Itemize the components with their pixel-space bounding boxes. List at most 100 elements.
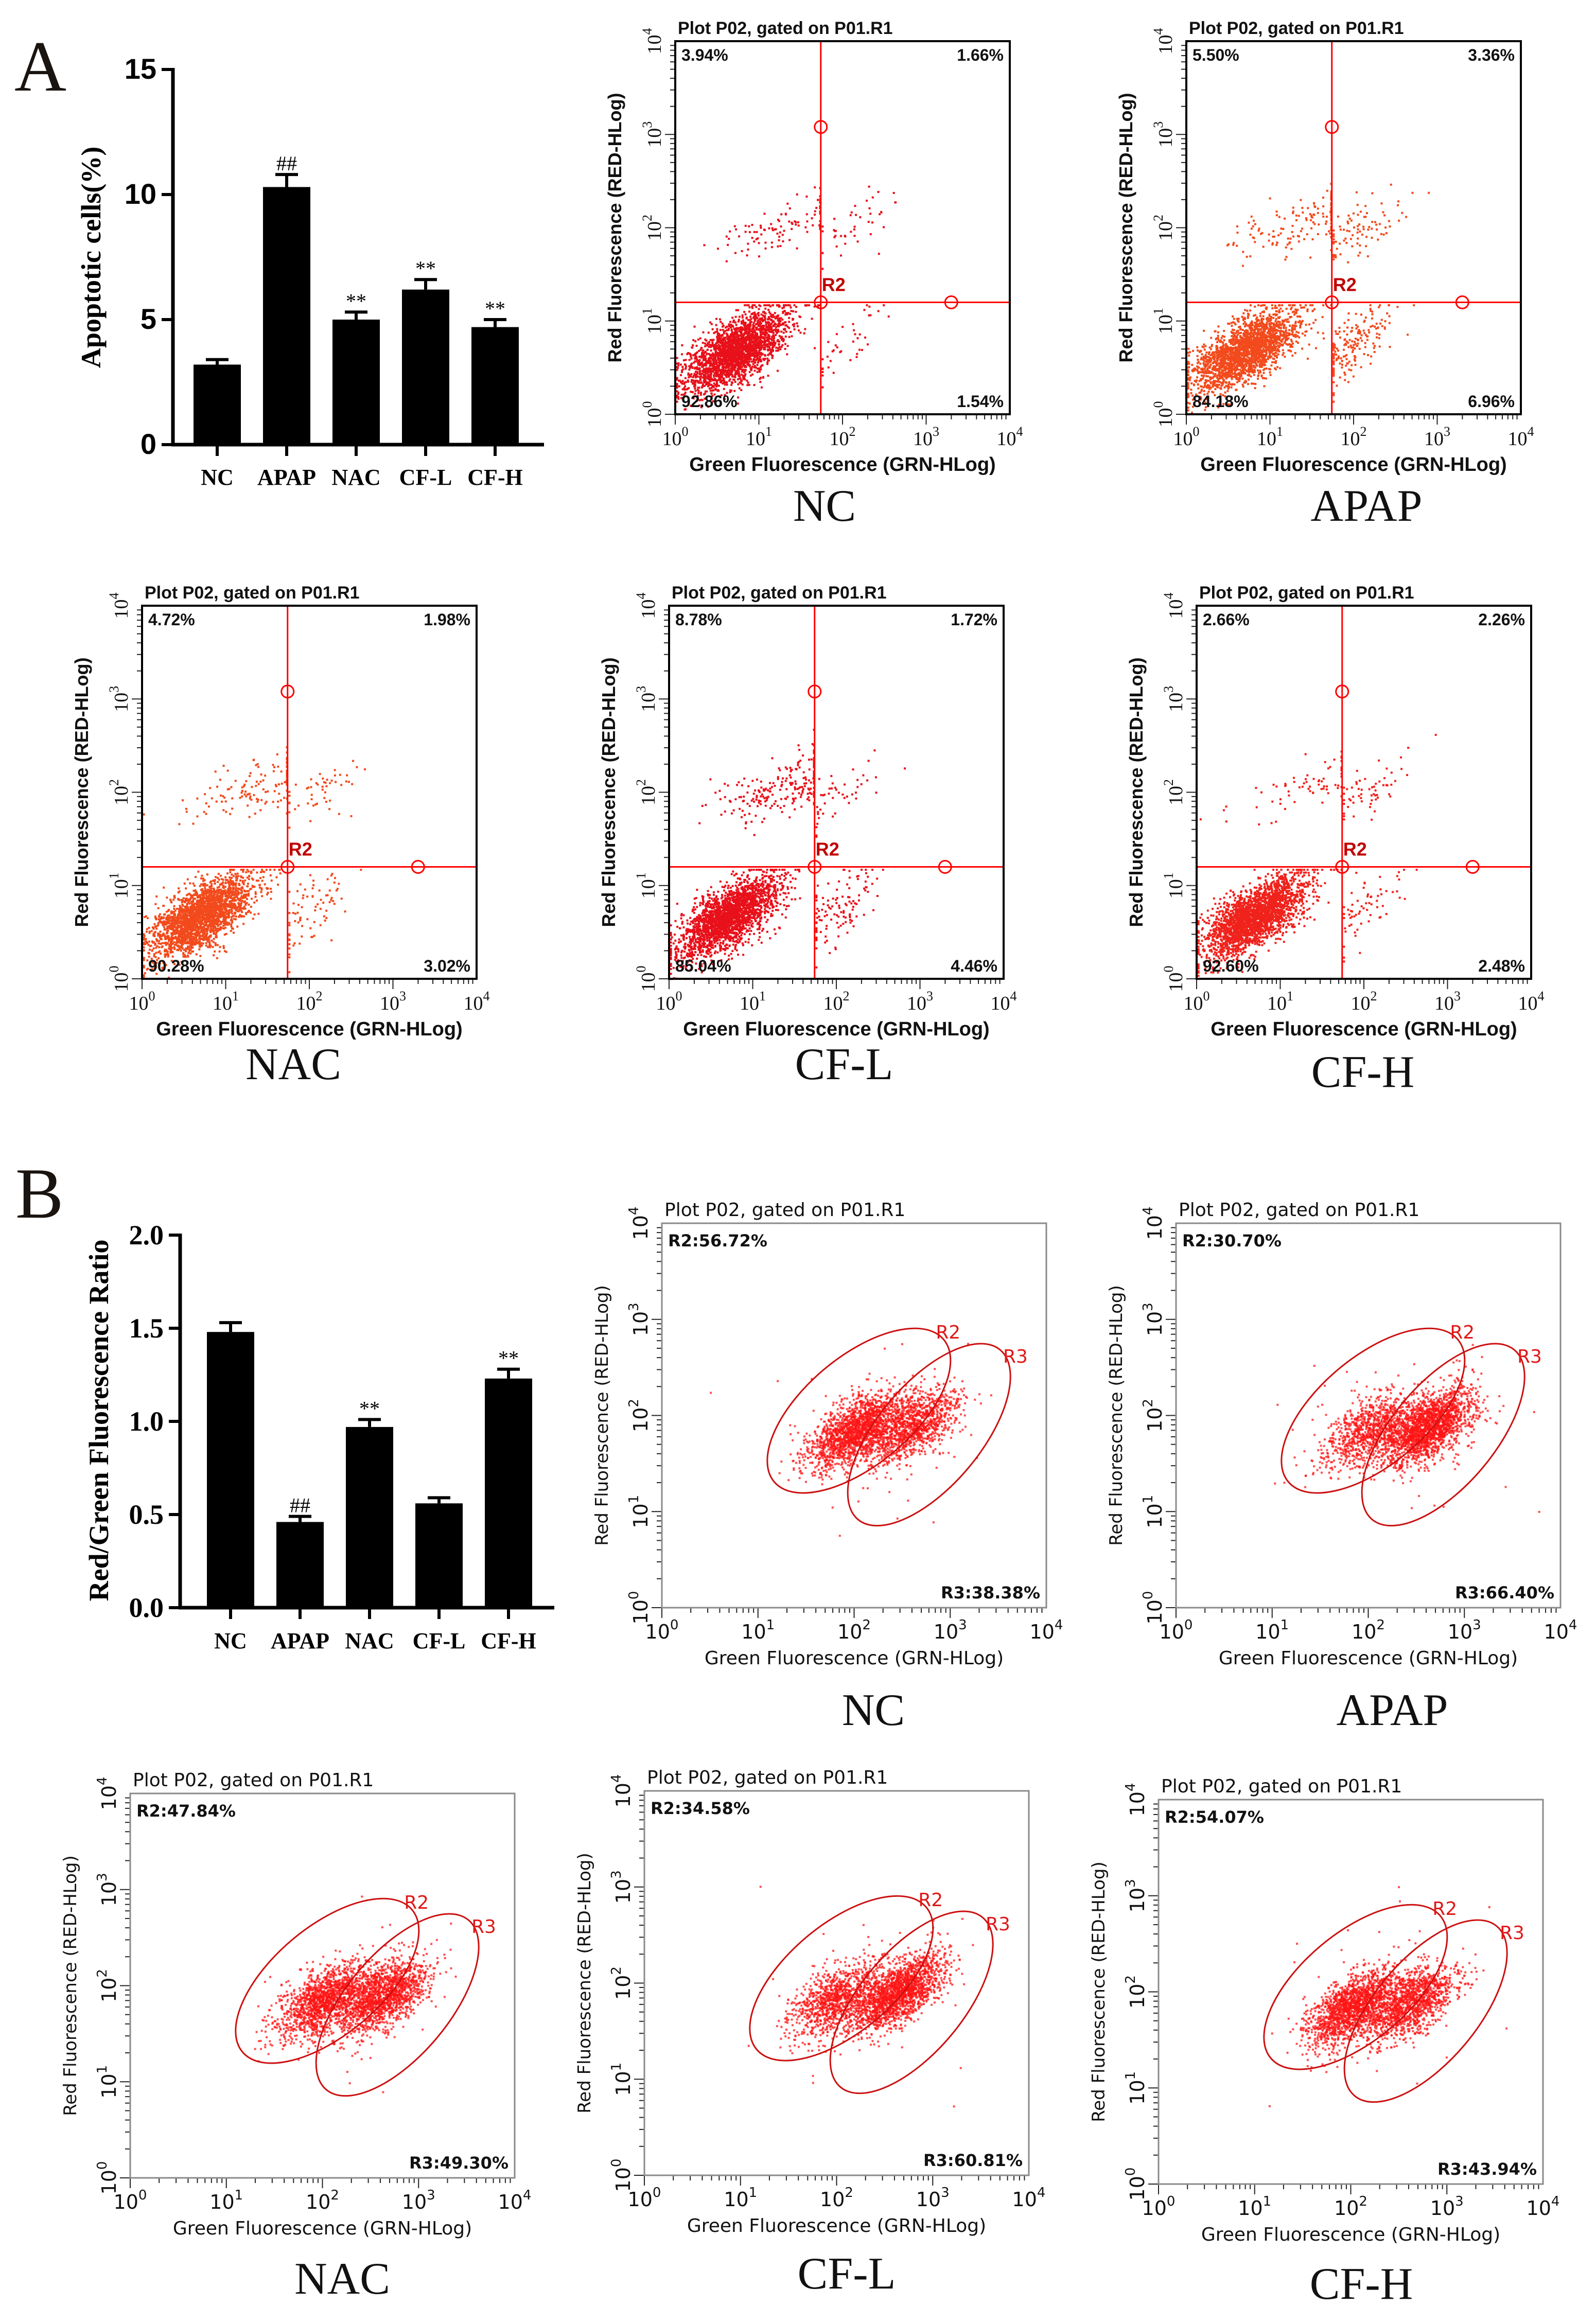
event-dot xyxy=(777,347,780,349)
event-dot xyxy=(748,335,751,338)
event-dot xyxy=(699,337,701,340)
significance-mark: ** xyxy=(359,1397,380,1420)
event-dot xyxy=(763,229,766,232)
event-dot xyxy=(1197,387,1200,390)
event-dot xyxy=(744,224,747,227)
event-dot xyxy=(1242,317,1245,320)
event-dot xyxy=(1242,370,1245,373)
event-dot xyxy=(757,237,759,240)
event-dot xyxy=(749,365,751,367)
event-dot xyxy=(694,357,696,359)
event-dot xyxy=(1214,366,1217,369)
event-dot xyxy=(1240,370,1242,373)
event-dot xyxy=(1219,366,1221,368)
event-dot xyxy=(1309,304,1312,307)
event-dot xyxy=(736,333,739,336)
event-dot xyxy=(694,373,696,376)
event-dot xyxy=(760,358,762,361)
event-dot xyxy=(726,383,728,386)
event-dot xyxy=(725,357,728,359)
event-dot xyxy=(722,359,724,361)
panel-label-b: B xyxy=(15,1158,63,1230)
y-tick-label: 0.0 xyxy=(129,1592,164,1623)
event-dot xyxy=(699,355,701,358)
event-dot xyxy=(1220,388,1222,390)
event-dot xyxy=(776,340,779,342)
event-dot xyxy=(1257,360,1259,363)
event-dot xyxy=(710,354,713,356)
event-dot xyxy=(718,360,721,363)
x-tick-label: CF-L xyxy=(413,1628,466,1653)
event-dot xyxy=(781,339,783,341)
event-dot xyxy=(730,323,732,326)
y-axis-label: Red Fluorescence (RED-HLog) xyxy=(1115,93,1136,362)
event-dot xyxy=(1208,360,1211,362)
event-dot xyxy=(714,349,717,352)
event-dot xyxy=(1255,364,1257,366)
event-dot xyxy=(1253,314,1255,317)
event-dot xyxy=(723,365,725,368)
event-dot xyxy=(835,245,838,248)
event-dot xyxy=(1250,350,1252,353)
event-dot xyxy=(720,380,723,382)
event-dot xyxy=(1296,335,1299,338)
event-dot xyxy=(750,369,753,372)
event-dot xyxy=(718,337,721,340)
x-tick-label: 100 xyxy=(662,424,689,450)
event-dot xyxy=(713,332,715,335)
event-dot xyxy=(779,245,782,248)
event-dot xyxy=(1225,346,1227,348)
event-dot xyxy=(724,330,727,332)
event-dot xyxy=(1293,324,1296,327)
event-dot xyxy=(700,375,703,378)
event-dot xyxy=(1246,339,1248,341)
event-dot xyxy=(781,234,784,236)
event-dot xyxy=(1234,371,1236,374)
tick-exponent: 0 xyxy=(640,401,655,408)
event-dot xyxy=(1285,334,1288,337)
event-dot xyxy=(1272,331,1274,334)
event-dot xyxy=(759,356,761,359)
event-dot xyxy=(1205,360,1207,363)
event-dot xyxy=(1236,342,1239,344)
event-dot xyxy=(1289,324,1291,327)
event-dot xyxy=(780,225,782,228)
event-dot xyxy=(717,358,720,360)
event-dot xyxy=(706,353,708,356)
event-dot xyxy=(740,359,742,362)
event-dot xyxy=(744,358,746,361)
event-dot xyxy=(763,310,765,313)
event-dot xyxy=(739,355,742,357)
event-dot xyxy=(1233,383,1236,385)
event-dot xyxy=(805,195,808,198)
event-dot xyxy=(1205,372,1207,374)
event-dot xyxy=(735,336,738,338)
event-dot xyxy=(1200,368,1203,371)
event-dot xyxy=(811,318,813,320)
event-dot xyxy=(1225,343,1227,346)
event-dot xyxy=(711,328,714,330)
event-dot xyxy=(1231,371,1233,374)
event-dot xyxy=(731,336,734,338)
event-dot xyxy=(732,325,734,328)
event-dot xyxy=(699,377,701,380)
event-dot xyxy=(1270,332,1272,335)
event-dot xyxy=(1217,356,1220,358)
event-dot xyxy=(723,360,725,362)
tick-base: 10 xyxy=(1173,428,1193,450)
event-dot xyxy=(1242,349,1245,351)
event-dot xyxy=(797,224,800,227)
event-dot xyxy=(749,347,752,349)
event-dot xyxy=(1266,338,1269,341)
event-dot xyxy=(1197,383,1199,386)
event-dot xyxy=(1235,375,1238,377)
event-dot xyxy=(1199,362,1202,365)
event-dot xyxy=(764,312,767,315)
event-dot xyxy=(853,225,856,228)
event-dot xyxy=(788,239,791,241)
event-dot xyxy=(714,352,717,355)
event-dot xyxy=(784,313,787,316)
event-dot xyxy=(834,235,837,237)
event-dot xyxy=(1213,351,1215,354)
event-dot xyxy=(1216,377,1219,379)
